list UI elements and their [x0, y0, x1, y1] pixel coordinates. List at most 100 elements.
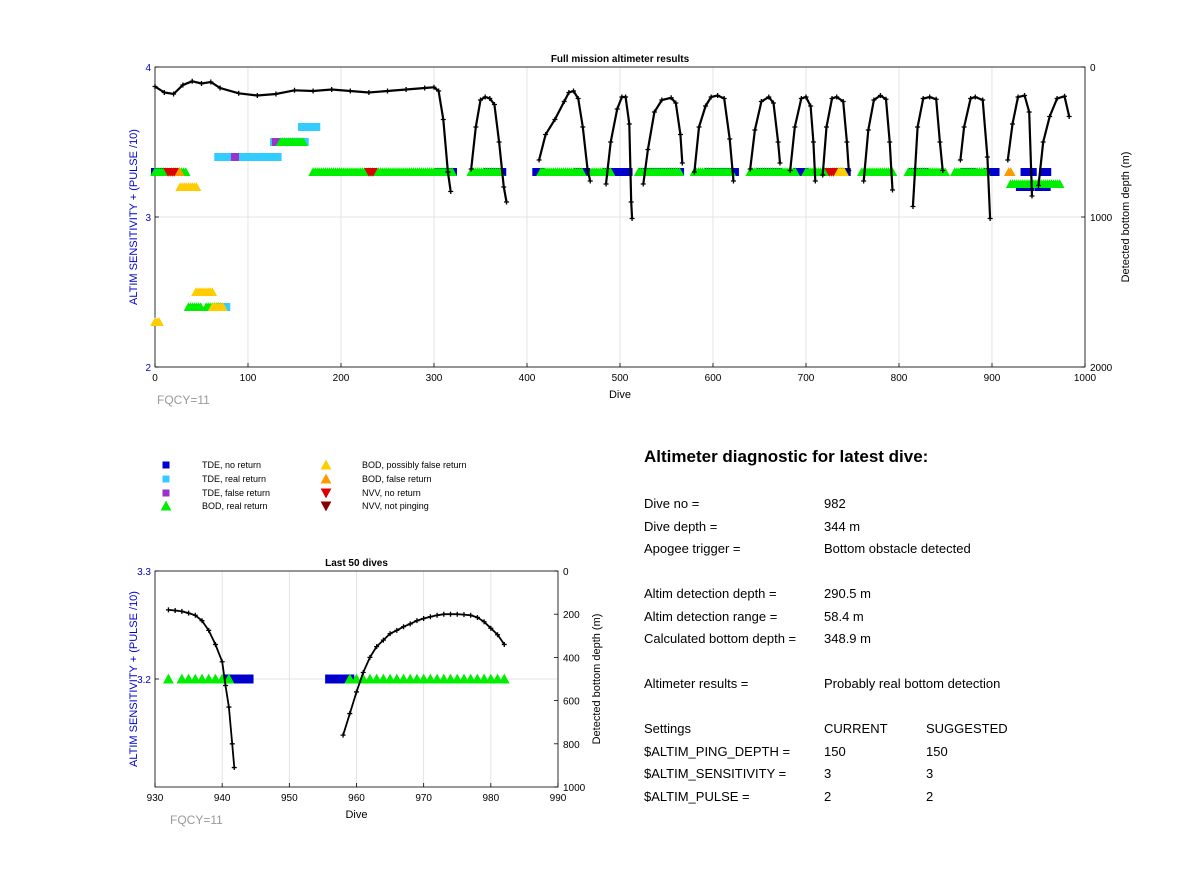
- y-tick-label: 2: [145, 363, 151, 374]
- depth-point: [659, 97, 665, 103]
- chart-title: Full mission altimeter results: [551, 54, 690, 65]
- marker-tde-false-return: [230, 153, 239, 161]
- depth-point: [777, 160, 783, 166]
- depth-point: [865, 127, 871, 133]
- depth-point: [915, 124, 921, 130]
- marker-tde-no-return: [244, 674, 254, 684]
- depth-point: [385, 88, 390, 94]
- depth-line: [1006, 94, 1034, 197]
- depth-point: [468, 612, 474, 618]
- marker-tde-no-return: [325, 674, 335, 684]
- depth-point: [640, 181, 646, 187]
- depth-point: [414, 618, 420, 624]
- label: Altim detection range =: [644, 608, 778, 624]
- diag-row-calc-depth: Calculated bottom depth = 348.9 m: [644, 628, 1164, 651]
- depth-point: [1026, 109, 1032, 115]
- legend-label: NVV, no return: [362, 487, 421, 498]
- depth-point: [468, 166, 474, 172]
- legend-label: TDE, no return: [202, 460, 262, 470]
- depth-point: [933, 96, 939, 102]
- diag-row-settings-header: Settings CURRENT SUGGESTED: [644, 718, 1164, 741]
- label: $ALTIM_PULSE =: [644, 788, 750, 804]
- depth-point: [186, 610, 192, 616]
- diag-row-results: Altimeter results = Probably real bottom …: [644, 673, 1164, 696]
- depth-point: [496, 139, 502, 145]
- depth-line: [821, 95, 850, 176]
- x-tick-label: 1000: [1074, 373, 1097, 384]
- depth-point: [575, 96, 581, 101]
- depth-point: [401, 624, 407, 630]
- depth-point: [189, 78, 195, 84]
- depth-point: [629, 216, 635, 221]
- marker-bod-real-return: [940, 167, 950, 176]
- diag-row-pulse: $ALTIM_PULSE = 2 2: [644, 786, 1164, 809]
- depth-point: [422, 85, 428, 91]
- marker-nvv-no-return: [368, 168, 378, 177]
- current-header: CURRENT: [824, 721, 888, 736]
- depth-point: [1005, 157, 1011, 163]
- marker-tde-no-return: [1043, 168, 1052, 176]
- y-tick-label: 3.3: [137, 567, 151, 578]
- depth-point: [877, 93, 883, 98]
- marker-tde-no-return: [991, 168, 1000, 176]
- marker-bod-false-return: [174, 167, 185, 176]
- depth-point: [347, 88, 353, 94]
- depth-point: [347, 711, 353, 717]
- x-tick-label: 0: [152, 373, 158, 384]
- depth-point: [927, 94, 933, 100]
- depth-point: [1036, 183, 1041, 188]
- triangle-down-icon: [320, 488, 332, 498]
- depth-line: [154, 80, 452, 192]
- depth-point: [708, 94, 714, 100]
- depth-point: [473, 124, 479, 130]
- suggested: 2: [926, 788, 934, 804]
- depth-point: [812, 178, 818, 184]
- depth-point: [987, 216, 993, 221]
- depth-point: [495, 632, 501, 638]
- depth-series: [165, 607, 507, 771]
- depth-point: [199, 618, 205, 624]
- x-axis-label: Dive: [609, 389, 631, 401]
- depth-point: [887, 139, 893, 145]
- fqcy-annotation: FQCY=11: [170, 813, 223, 827]
- depth-point: [236, 90, 242, 96]
- x-tick-label: 960: [348, 793, 365, 804]
- square-icon: [162, 461, 170, 469]
- legend-symbol: [320, 501, 332, 512]
- depth-point: [179, 608, 185, 614]
- marker-tde-no-return: [231, 674, 241, 684]
- depth-point: [968, 96, 974, 101]
- depth-point: [367, 654, 373, 660]
- depth-point: [394, 627, 400, 633]
- depth-point: [212, 641, 218, 647]
- depth-point: [273, 91, 279, 97]
- depth-point: [561, 99, 567, 104]
- marker-tde-no-return: [624, 168, 633, 176]
- depth-point: [482, 94, 488, 100]
- depth-point: [792, 124, 798, 130]
- depth-point: [354, 689, 359, 695]
- depth-point: [984, 154, 990, 160]
- current: 150: [824, 743, 846, 759]
- label: Altim detection depth =: [644, 586, 777, 601]
- depth-point: [645, 147, 651, 152]
- x-tick-label: 200: [333, 373, 350, 384]
- marker-tde-no-return: [237, 674, 247, 684]
- depth-point: [957, 157, 963, 163]
- depth-point: [770, 100, 776, 106]
- depth-point: [603, 181, 609, 187]
- legend-label: TDE, false return: [202, 487, 271, 498]
- depth-point: [501, 641, 507, 647]
- label: Dive no =: [644, 496, 700, 511]
- depth-point: [152, 84, 158, 89]
- value: 290.5 m: [824, 586, 871, 601]
- depth-point: [217, 85, 223, 91]
- current: 3: [824, 766, 832, 781]
- x-tick-label: 970: [415, 793, 432, 804]
- marker-bod-possibly-false-return: [154, 317, 164, 326]
- marker-bod-real-return: [298, 137, 308, 146]
- depth-point: [584, 166, 590, 172]
- marker-bod-real-return: [1054, 179, 1065, 188]
- legend-label: TDE, real return: [202, 473, 267, 484]
- depth-point: [445, 169, 451, 175]
